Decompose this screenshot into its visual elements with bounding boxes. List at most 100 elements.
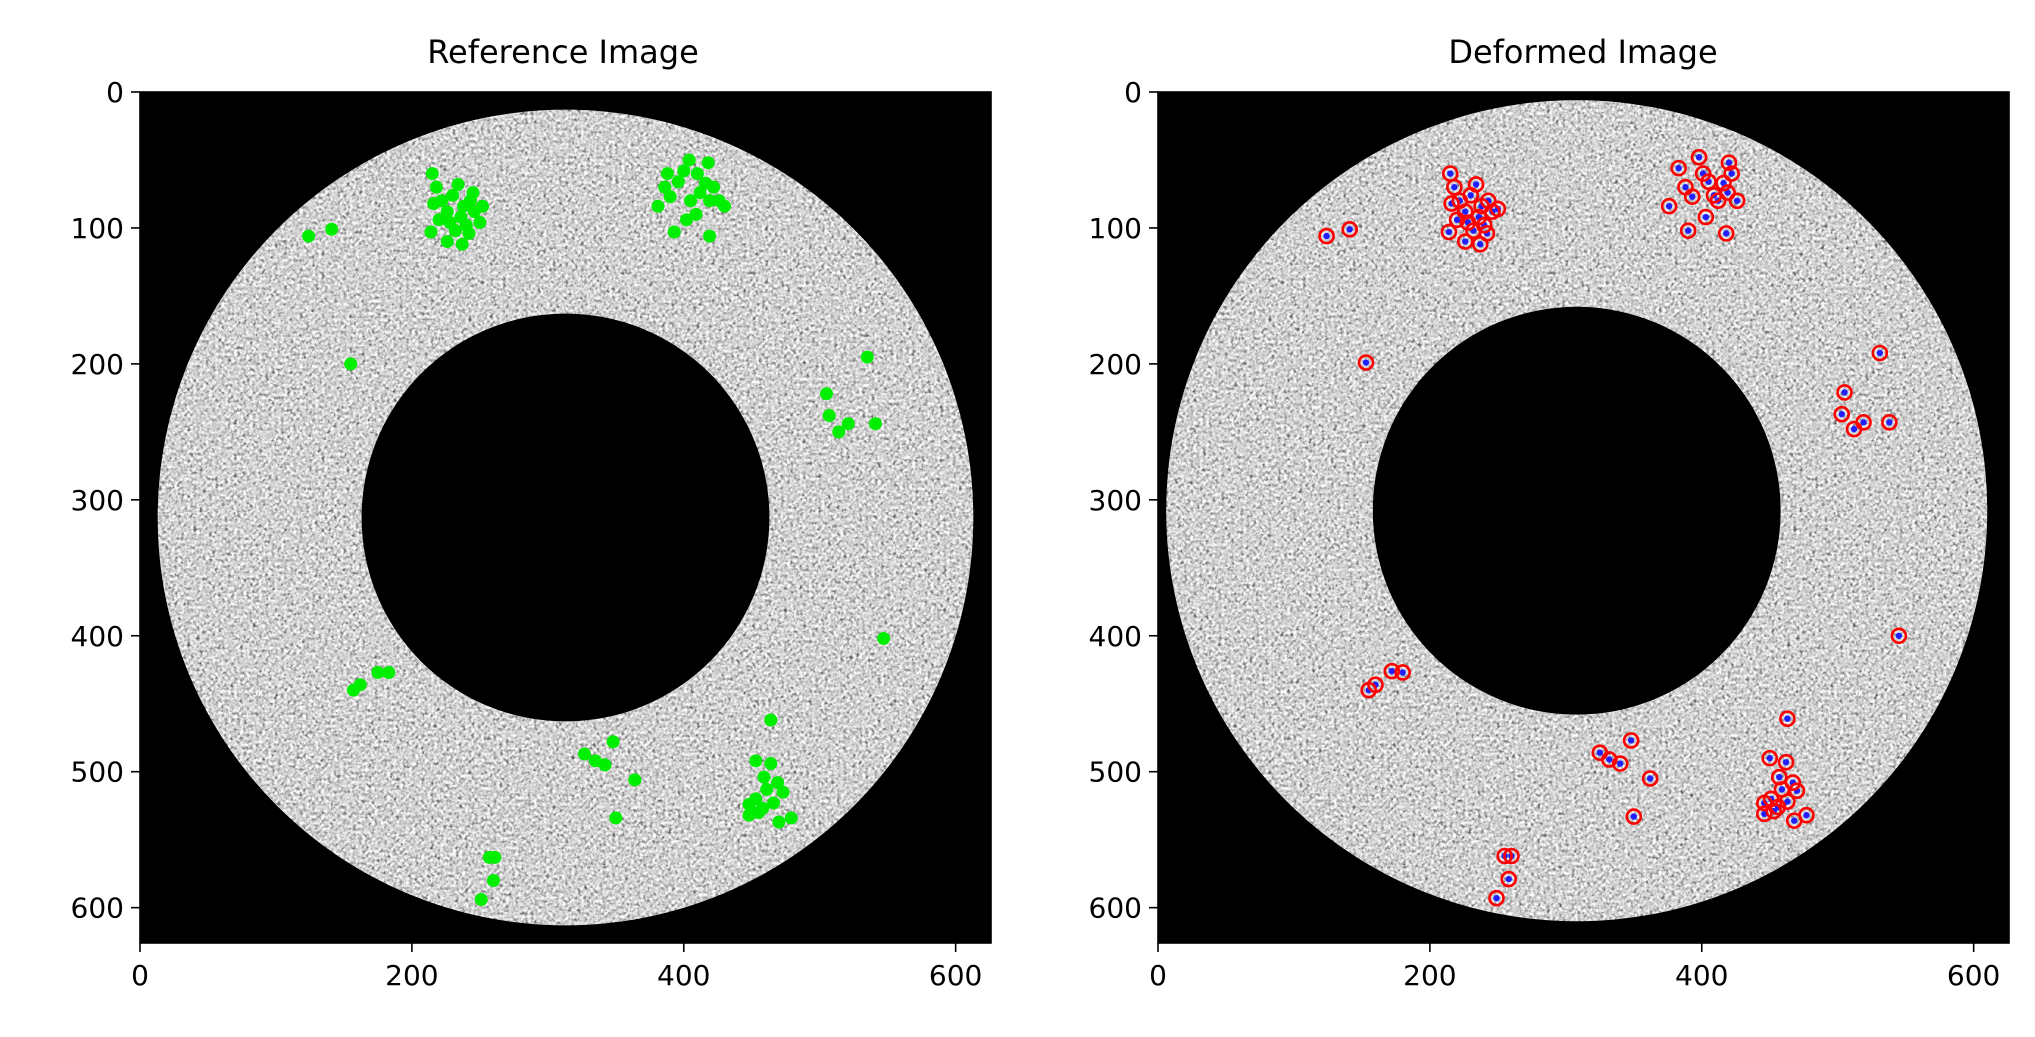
feature-point [742, 797, 756, 811]
match-marker-ring [1765, 802, 1783, 820]
match-marker-ring [1622, 732, 1640, 749]
x-tick-label: 200 [385, 959, 438, 992]
feature-point [784, 811, 798, 825]
feature-point [1505, 875, 1512, 883]
feature-point [757, 770, 771, 784]
feature-point [1388, 667, 1396, 675]
feature-point [671, 175, 685, 189]
feature-point [353, 678, 367, 692]
match-marker-ring [1488, 889, 1505, 907]
y-tick-label: 100 [71, 212, 124, 245]
feature-point [1784, 715, 1791, 722]
x-tick-label: 0 [131, 959, 149, 992]
feature-point [772, 815, 786, 829]
x-tick-label: 200 [1403, 959, 1456, 992]
match-marker-ring [1833, 405, 1851, 423]
match-marker-ring [1723, 165, 1740, 182]
feature-point [1323, 232, 1330, 240]
feature-point [466, 186, 480, 200]
match-marker-ring [1779, 710, 1796, 727]
match-marker-ring [1694, 165, 1712, 182]
feature-point [1803, 812, 1810, 819]
feature-point [660, 167, 674, 181]
feature-point [701, 156, 715, 170]
match-marker-ring [1641, 770, 1659, 787]
y-tick-label: 500 [1089, 756, 1142, 789]
feature-point [1665, 202, 1673, 210]
y-tick-label: 200 [1089, 348, 1142, 381]
feature-point [1606, 756, 1613, 763]
match-marker-ring [1467, 176, 1485, 193]
x-tick-label: 600 [1947, 959, 2000, 992]
feature-point [1850, 425, 1858, 433]
feature-point [1399, 669, 1406, 676]
y-tick-label: 100 [1089, 212, 1142, 245]
feature-point [302, 229, 316, 243]
match-marker-ring [1471, 235, 1489, 253]
match-marker-ring [1489, 200, 1507, 218]
feature-point [1462, 208, 1469, 215]
feature-point [663, 190, 677, 204]
match-marker-ring [1728, 192, 1746, 210]
y-tick-label: 600 [71, 892, 124, 925]
feature-point [325, 222, 339, 236]
feature-point [1876, 349, 1884, 357]
match-marker-ring [1611, 755, 1629, 772]
match-marker-ring [1440, 223, 1458, 241]
feature-point [1447, 170, 1454, 177]
feature-point [628, 773, 642, 787]
y-tick-label: 0 [106, 76, 124, 109]
match-marker-ring [1500, 870, 1518, 888]
deformed-image-panel: Deformed Image 0 200 400 600 0 100 200 300 400 50… [1089, 33, 2010, 992]
feature-point [1493, 894, 1500, 902]
feature-point [860, 350, 874, 364]
match-marker-ring [1394, 664, 1411, 681]
match-marker-ring [1777, 753, 1795, 771]
match-marker-ring [1720, 154, 1738, 171]
feature-point [658, 180, 672, 194]
match-marker-ring [1446, 178, 1463, 196]
feature-point [1723, 230, 1730, 237]
feature-point [1476, 241, 1484, 248]
feature-point [1733, 197, 1741, 204]
feature-point [598, 758, 612, 772]
feature-point [1453, 216, 1461, 223]
match-marker-ring [1890, 627, 1908, 645]
y-tick-label: 300 [1089, 484, 1142, 517]
feature-point [425, 167, 439, 181]
feature-point [1630, 813, 1637, 820]
feature-point [760, 782, 774, 796]
feature-point [1646, 775, 1654, 782]
match-marker-ring [1683, 188, 1701, 205]
feature-point [841, 417, 855, 431]
feature-point [1784, 798, 1791, 805]
feature-point [677, 164, 691, 178]
x-tick-label: 400 [1675, 959, 1728, 992]
axes-frame [1157, 91, 2010, 944]
match-marker-ring [1341, 221, 1358, 238]
feature-point [451, 177, 465, 191]
feature-point [1695, 154, 1703, 161]
feature-point [1451, 183, 1458, 191]
match-marker-ring [1761, 749, 1779, 767]
feature-point [1702, 213, 1710, 221]
match-marker-ring [1836, 384, 1853, 401]
feature-point [429, 180, 443, 194]
match-marker-ring [1881, 414, 1898, 431]
feature-point [606, 735, 620, 749]
feature-point [1362, 359, 1370, 366]
match-marker-ring [1456, 233, 1474, 250]
match-marker-ring [1367, 676, 1384, 694]
feature-point [482, 850, 496, 864]
feature-point [1346, 226, 1353, 233]
match-marker-ring [1670, 159, 1687, 177]
match-marker-ring [1709, 192, 1727, 210]
match-marker-ring [1503, 847, 1520, 865]
feature-point [1860, 419, 1867, 426]
y-tick-label: 0 [1124, 76, 1142, 109]
match-marker-ring [1357, 354, 1375, 371]
feature-point [703, 229, 717, 243]
feature-point [718, 199, 732, 213]
feature-point [1467, 192, 1474, 199]
feature-point [689, 207, 703, 221]
